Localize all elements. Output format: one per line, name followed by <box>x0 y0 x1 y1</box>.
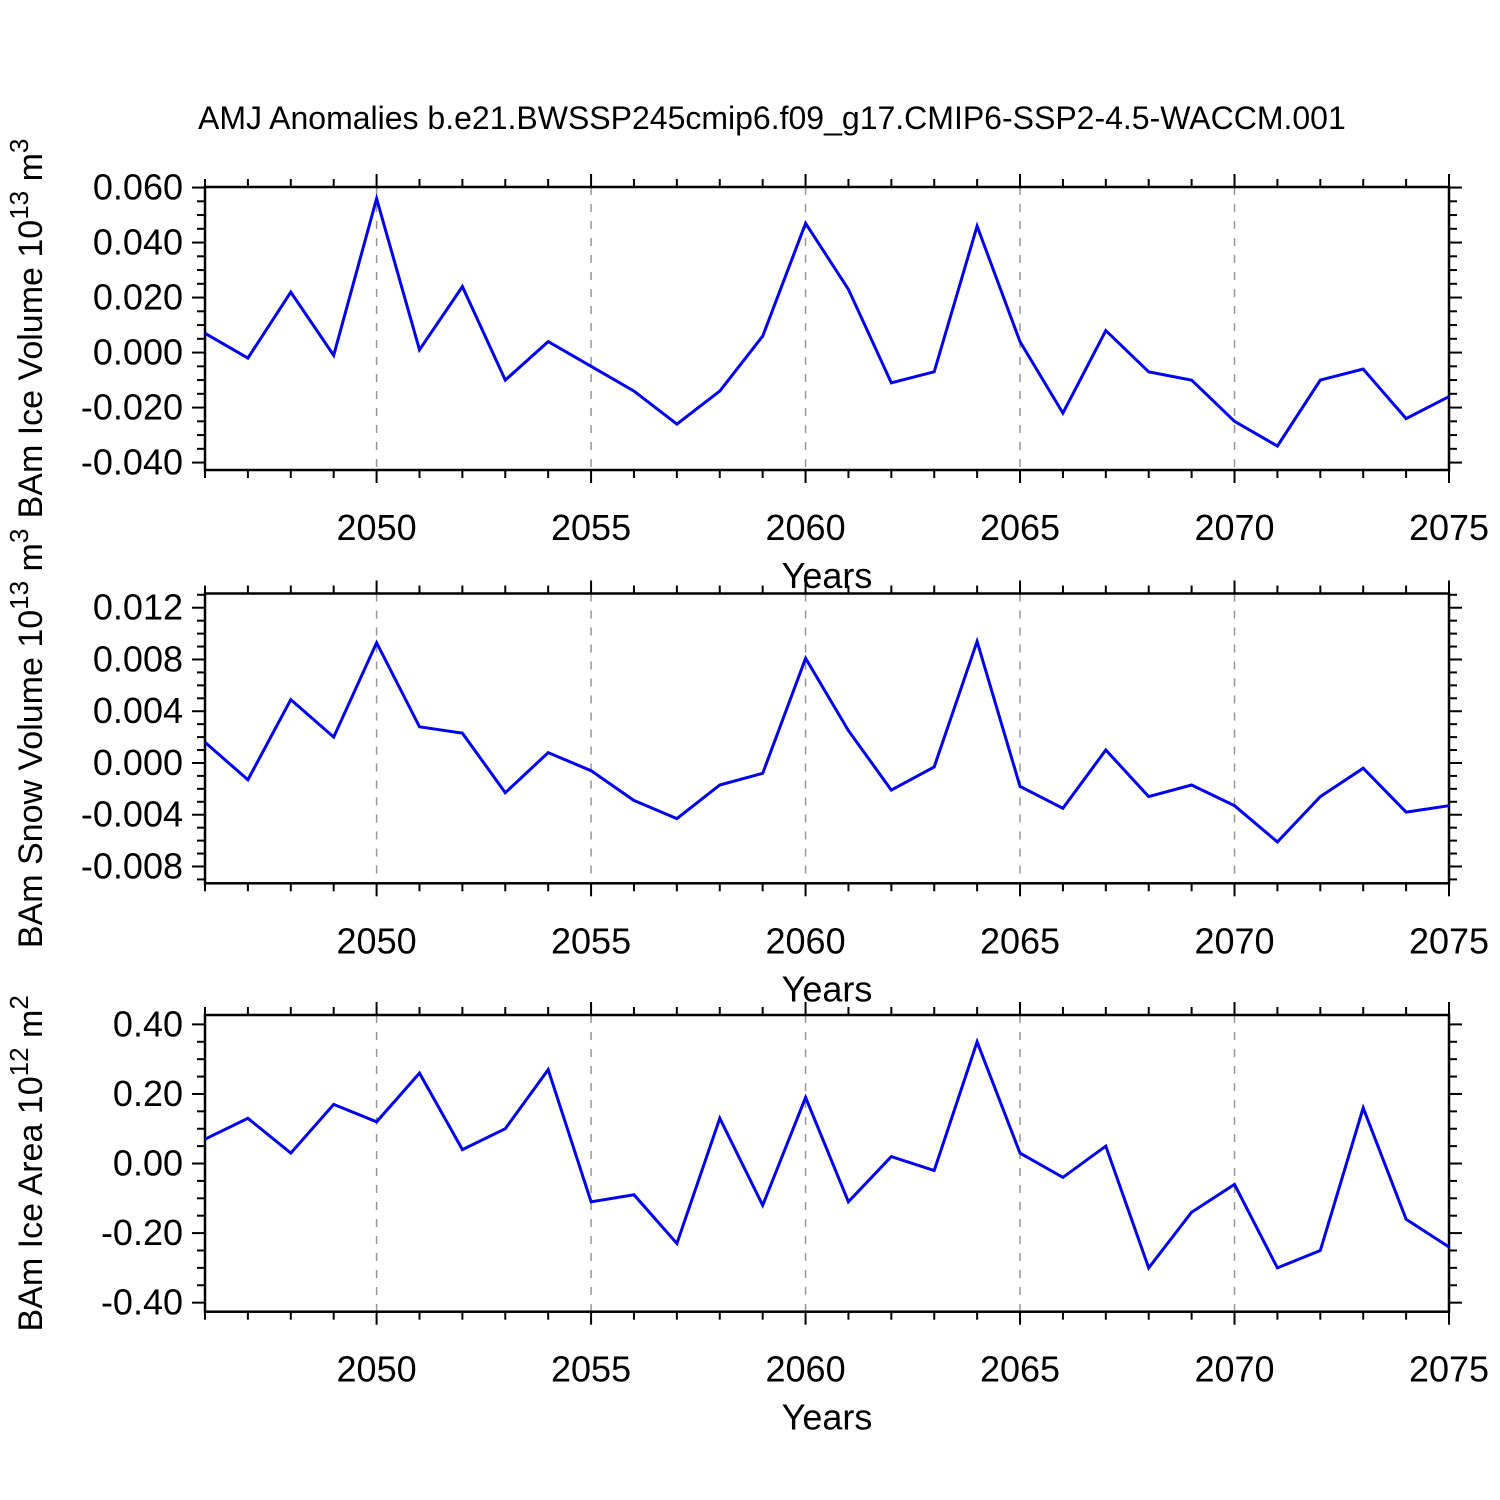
x-tick-label: 2065 <box>980 1349 1060 1390</box>
panel-1: 0.060 0.040 0.020 0.000 -0.020 -0.040 2050 2055… <box>4 139 1489 596</box>
x-tick-label: 2055 <box>551 920 631 961</box>
x-tick-label: 2050 <box>337 1349 417 1390</box>
y-tick-label: 0.012 <box>93 587 183 628</box>
y-tick-label: 0.004 <box>93 690 183 731</box>
x-tick-label: 2050 <box>337 920 417 961</box>
x-axis-title: Years <box>782 1397 873 1438</box>
x-tick-label: 2050 <box>337 507 417 548</box>
plot-frame <box>203 185 1451 472</box>
y-ticks <box>192 593 1462 881</box>
x-ticks <box>204 580 1450 897</box>
y-tick-label: -0.004 <box>81 794 183 835</box>
y-tick-label: 0.000 <box>93 332 183 373</box>
y-tick-label: 0.40 <box>113 1003 183 1044</box>
y-ticks <box>192 1023 1462 1304</box>
x-axis-title: Years <box>782 968 873 1009</box>
plot-frame <box>203 592 1451 885</box>
x-tick-label: 2055 <box>551 1349 631 1390</box>
chart-title: AMJ Anomalies b.e21.BWSSP245cmip6.f09_g1… <box>198 100 1346 136</box>
y-tick-label: 0.040 <box>93 222 183 263</box>
x-tick-labels: 2050 2055 2060 2065 2070 2075 <box>337 1349 1490 1390</box>
y-tick-label: -0.040 <box>81 442 183 483</box>
x-tick-label: 2060 <box>766 920 846 961</box>
y-ticks <box>192 186 1462 464</box>
y-tick-labels: 0.012 0.008 0.004 0.000 -0.004 -0.008 <box>81 587 183 887</box>
x-tick-label: 2075 <box>1409 920 1489 961</box>
y-axis-title: BAm Snow Volume 1013 m3 <box>4 529 50 948</box>
y-tick-label: 0.060 <box>93 167 183 208</box>
gridlines <box>375 187 1236 470</box>
gridlines <box>375 1015 1236 1312</box>
y-tick-label: -0.020 <box>81 387 183 428</box>
y-tick-label: 0.000 <box>93 742 183 783</box>
x-tick-label: 2060 <box>766 1349 846 1390</box>
y-axis-title: BAm Ice Volume 1013 m3 <box>4 139 50 519</box>
x-tick-label: 2065 <box>980 507 1060 548</box>
series-line-3 <box>204 1037 1450 1272</box>
y-tick-labels: 0.060 0.040 0.020 0.000 -0.020 -0.040 <box>81 167 183 483</box>
x-tick-label: 2070 <box>1194 1349 1274 1390</box>
y-tick-label: 0.20 <box>113 1073 183 1114</box>
y-tick-label: 0.020 <box>93 277 183 318</box>
x-tick-label: 2055 <box>551 507 631 548</box>
x-tick-label: 2070 <box>1194 920 1274 961</box>
x-tick-label: 2065 <box>980 920 1060 961</box>
panel-2: 0.012 0.008 0.004 0.000 -0.004 -0.008 2050 2055… <box>4 529 1489 1010</box>
series-line-2 <box>204 636 1450 844</box>
y-axis-title: BAm Ice Area 1012 m2 <box>4 995 50 1331</box>
x-ticks <box>204 1002 1450 1325</box>
y-tick-label: 0.008 <box>93 638 183 679</box>
x-tick-label: 2070 <box>1194 507 1274 548</box>
x-axis-title: Years <box>782 555 873 596</box>
y-tick-label: 0.00 <box>113 1143 183 1184</box>
y-tick-label: -0.20 <box>101 1212 183 1253</box>
x-tick-labels: 2050 2055 2060 2065 2070 2075 <box>337 507 1490 548</box>
x-tick-label: 2075 <box>1409 507 1489 548</box>
plot-frame <box>203 1013 1451 1313</box>
x-ticks <box>204 174 1450 483</box>
y-tick-label: -0.008 <box>81 845 183 886</box>
y-tick-label: -0.40 <box>101 1282 183 1323</box>
series-line-1 <box>204 193 1450 449</box>
y-tick-labels: 0.40 0.20 0.00 -0.20 -0.40 <box>101 1003 183 1322</box>
x-tick-labels: 2050 2055 2060 2065 2070 2075 <box>337 920 1490 961</box>
gridlines <box>375 593 1236 884</box>
x-tick-label: 2060 <box>766 507 846 548</box>
x-tick-label: 2075 <box>1409 1349 1489 1390</box>
